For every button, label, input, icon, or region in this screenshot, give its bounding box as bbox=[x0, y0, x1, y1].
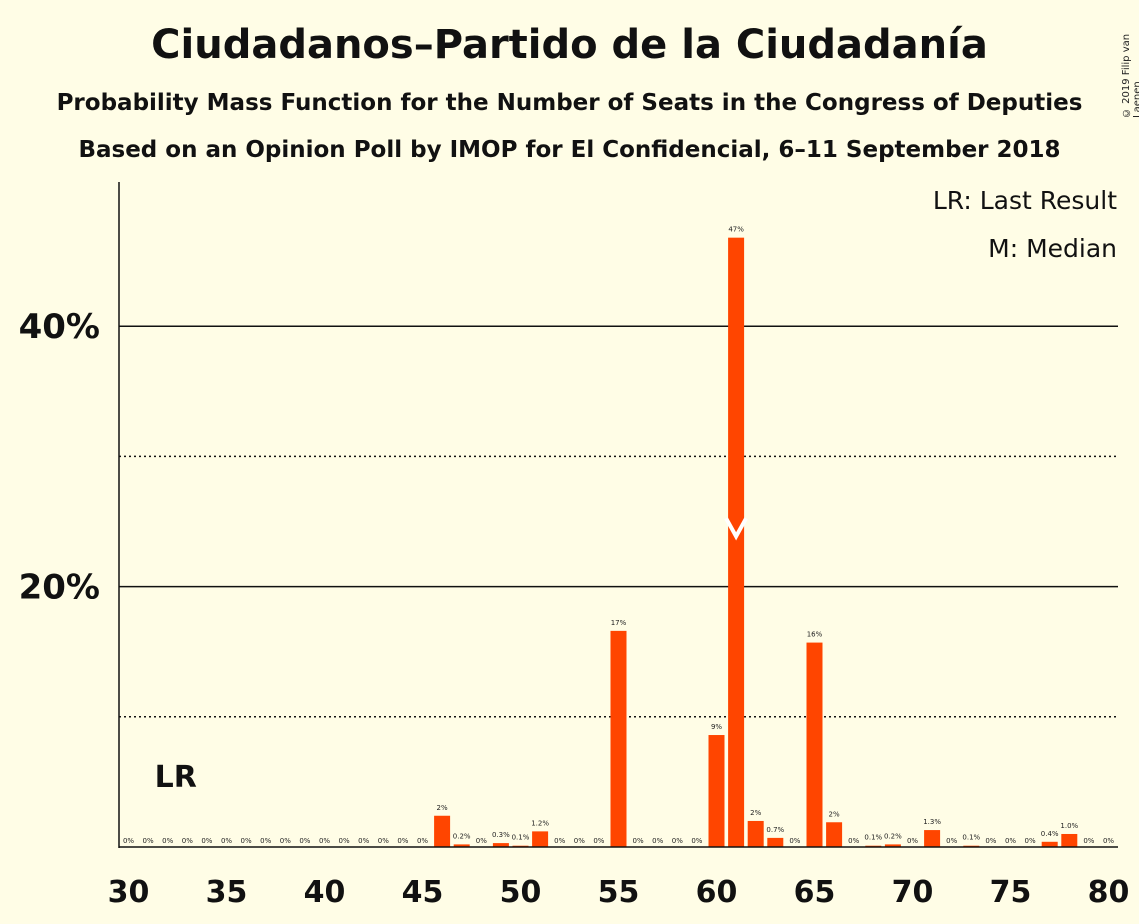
bar-value-label: 0.7% bbox=[766, 826, 784, 834]
bar-value-label: 0.1% bbox=[512, 834, 530, 842]
bar-value-label: 0% bbox=[789, 837, 800, 845]
bar-value-label: 0% bbox=[162, 837, 173, 845]
bar bbox=[806, 642, 823, 847]
bar-value-label: 0% bbox=[358, 837, 369, 845]
bar-value-label: 0% bbox=[691, 837, 702, 845]
bar bbox=[532, 831, 549, 847]
bar bbox=[492, 843, 509, 847]
bar-value-label: 0% bbox=[1025, 837, 1036, 845]
bar-value-label: 0% bbox=[280, 837, 291, 845]
bar-value-label: 47% bbox=[728, 226, 744, 234]
bar bbox=[767, 837, 784, 847]
bar-value-label: 0.1% bbox=[962, 834, 980, 842]
bar-value-label: 0% bbox=[476, 837, 487, 845]
bar bbox=[610, 630, 627, 847]
bar-value-label: 0% bbox=[201, 837, 212, 845]
chart-subtitle: Probability Mass Function for the Number… bbox=[56, 90, 1083, 116]
bar-value-label: 0.2% bbox=[453, 832, 471, 840]
x-tick-label: 30 bbox=[108, 875, 150, 910]
grid-lines bbox=[119, 325, 1118, 718]
bar-value-label: 0% bbox=[848, 837, 859, 845]
bar-value-label: 0% bbox=[593, 837, 604, 845]
bar-value-label: 0.2% bbox=[884, 832, 902, 840]
bar-value-label: 0% bbox=[182, 837, 193, 845]
bar-value-label: 0% bbox=[1005, 837, 1016, 845]
bar-value-label: 0% bbox=[633, 837, 644, 845]
bar bbox=[924, 830, 941, 847]
bar-value-label: 0% bbox=[652, 837, 663, 845]
bar-value-label: 0.3% bbox=[492, 831, 510, 839]
bar bbox=[1041, 841, 1058, 847]
chart-title: Ciudadanos–Partido de la Ciudadanía bbox=[151, 22, 988, 68]
x-tick-label: 55 bbox=[598, 875, 640, 910]
x-tick-label: 50 bbox=[500, 875, 542, 910]
bar-value-label: 1.0% bbox=[1060, 822, 1078, 830]
x-tick-label: 70 bbox=[892, 875, 934, 910]
bar-value-label: 17% bbox=[611, 619, 627, 627]
y-tick-label: 20% bbox=[19, 568, 100, 608]
median-marker bbox=[724, 517, 748, 541]
bar-value-label: 0% bbox=[574, 837, 585, 845]
bar-value-label: 2% bbox=[750, 809, 761, 817]
bar bbox=[708, 735, 725, 847]
bar-value-label: 0% bbox=[672, 837, 683, 845]
bar-value-label: 0% bbox=[260, 837, 271, 845]
x-tick-label: 80 bbox=[1088, 875, 1130, 910]
bar-value-label: 2% bbox=[437, 804, 448, 812]
bar-value-label: 0% bbox=[319, 837, 330, 845]
y-tick-label: 40% bbox=[19, 307, 100, 347]
bar-value-label: 1.3% bbox=[923, 818, 941, 826]
x-tick-label: 35 bbox=[206, 875, 248, 910]
bar-value-label: 0% bbox=[985, 837, 996, 845]
last-result-marker: LR bbox=[155, 760, 197, 795]
bar-value-label: 9% bbox=[711, 723, 722, 731]
bar-value-label: 0% bbox=[378, 837, 389, 845]
y-axis-tick-labels: 20% 40% bbox=[19, 307, 100, 607]
bar bbox=[884, 844, 901, 847]
bar-value-label: 0% bbox=[143, 837, 154, 845]
bar-value-label: 0% bbox=[946, 837, 957, 845]
bar-value-label: 0.4% bbox=[1041, 830, 1059, 838]
bar-value-label: 16% bbox=[807, 631, 823, 639]
bar bbox=[826, 822, 843, 847]
bar bbox=[453, 844, 470, 847]
bar-value-label: 1.2% bbox=[531, 819, 549, 827]
bar-value-label: 0% bbox=[1103, 837, 1114, 845]
bar-value-label: 0% bbox=[339, 837, 350, 845]
x-tick-label: 65 bbox=[794, 875, 836, 910]
legend-median: M: Median bbox=[988, 234, 1117, 263]
x-tick-label: 75 bbox=[990, 875, 1032, 910]
bars bbox=[434, 237, 1078, 847]
bar-value-label: 0% bbox=[123, 837, 134, 845]
legend-last-result: LR: Last Result bbox=[933, 186, 1117, 215]
chart-source: Based on an Opinion Poll by IMOP for El … bbox=[78, 137, 1061, 163]
bar bbox=[1061, 833, 1078, 847]
bar bbox=[728, 237, 745, 847]
bar-value-label: 0.1% bbox=[864, 834, 882, 842]
axes bbox=[118, 182, 1118, 848]
x-axis-tick-labels: 30 35 40 45 50 55 60 65 70 75 80 bbox=[108, 875, 1130, 910]
bar-value-label: 0% bbox=[1083, 837, 1094, 845]
bar-value-label: 0% bbox=[417, 837, 428, 845]
bar-value-label: 0% bbox=[299, 837, 310, 845]
bar-value-labels: 0% 0% 0% 0% 0% 0% 0% 0% 0% 0% 0% 0% 0% 0% 0% 0% 2% 0.2% 0%… bbox=[123, 226, 1114, 845]
bar-value-label: 0% bbox=[554, 837, 565, 845]
bar-value-label: 0% bbox=[907, 837, 918, 845]
bar-value-label: 0% bbox=[241, 837, 252, 845]
x-tick-label: 40 bbox=[304, 875, 346, 910]
bar-value-label: 0% bbox=[221, 837, 232, 845]
bar bbox=[747, 820, 764, 847]
bar bbox=[434, 815, 451, 847]
bar-value-label: 0% bbox=[397, 837, 408, 845]
x-tick-label: 60 bbox=[696, 875, 738, 910]
x-tick-label: 45 bbox=[402, 875, 444, 910]
bar-value-label: 2% bbox=[829, 810, 840, 818]
